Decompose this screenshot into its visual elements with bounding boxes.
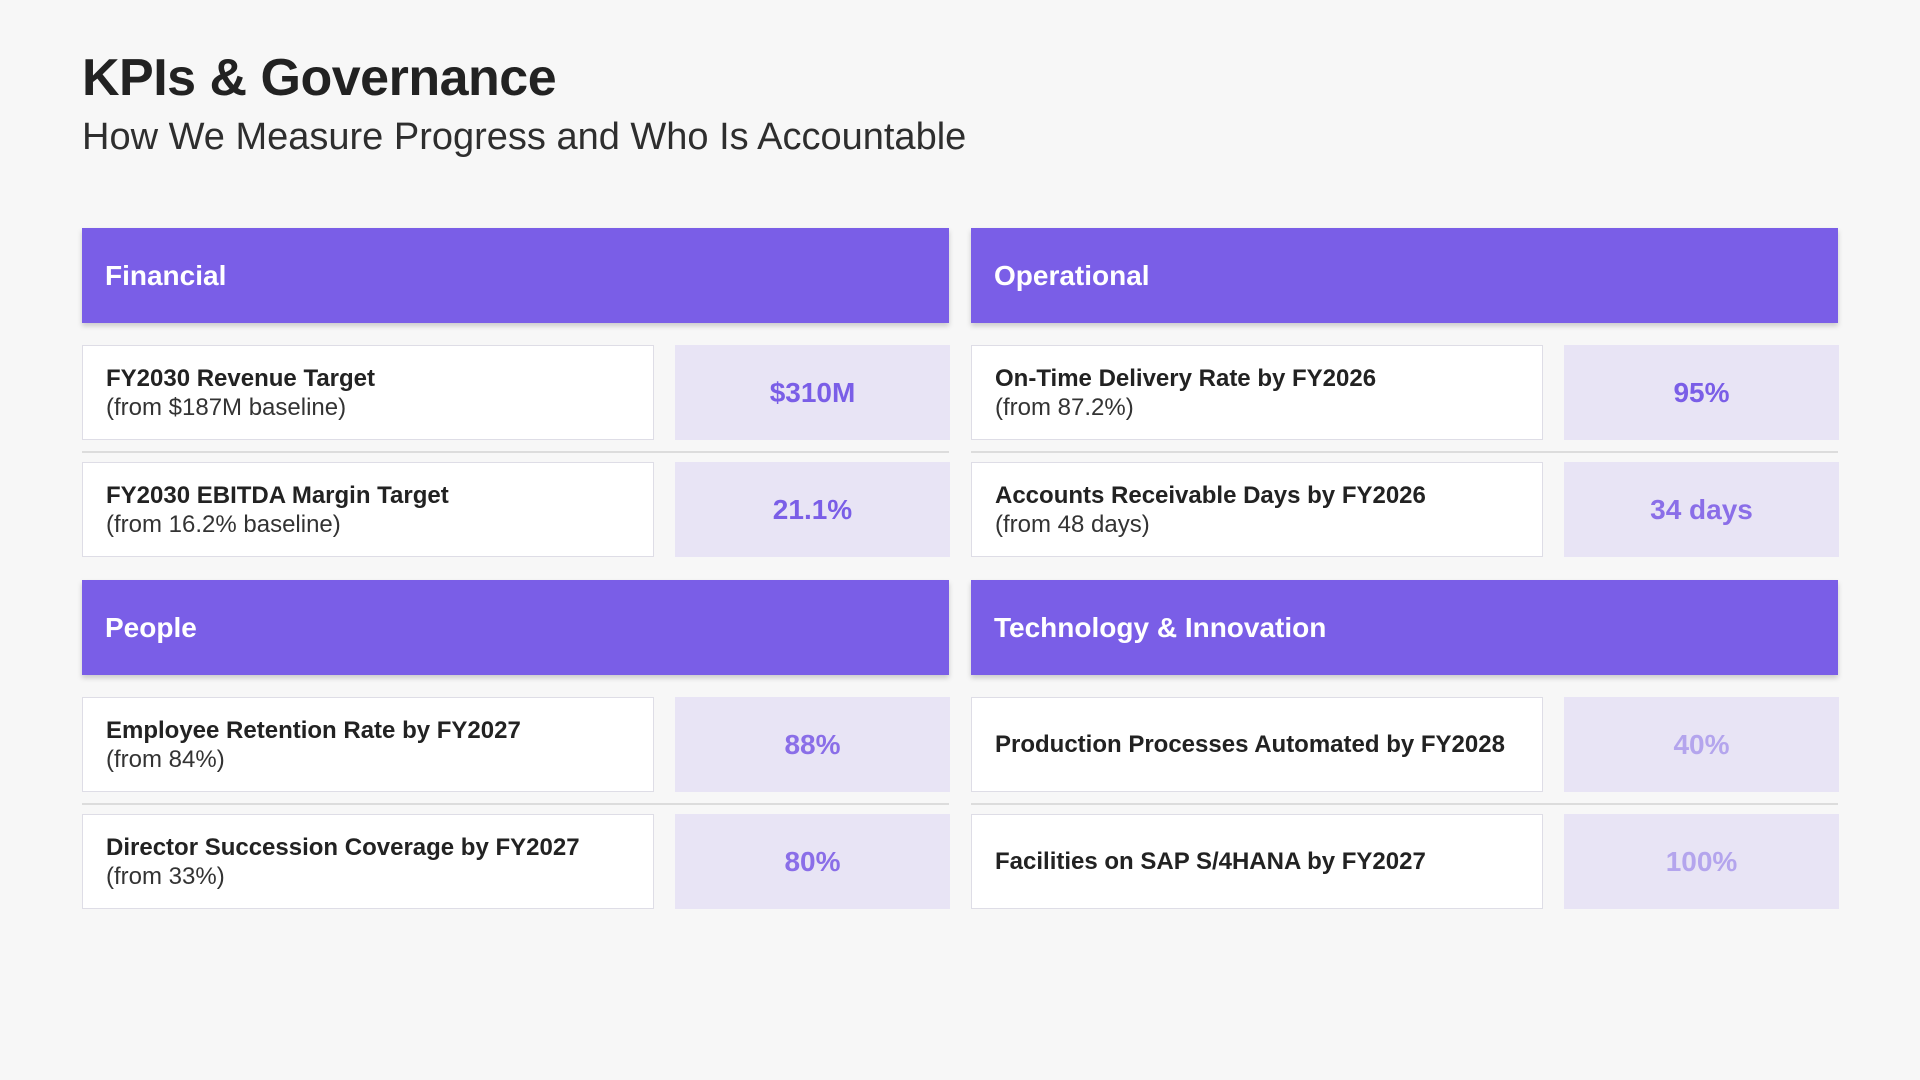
section-header-technology: Technology & Innovation (971, 580, 1838, 675)
kpi-label-box: Employee Retention Rate by FY2027 (from … (82, 697, 654, 792)
row-divider (971, 803, 1838, 805)
row-divider (82, 451, 949, 453)
section-header-people: People (82, 580, 949, 675)
kpi-label-box: FY2030 EBITDA Margin Target (from 16.2% … (82, 462, 654, 557)
kpi-baseline: (from 48 days) (995, 510, 1150, 538)
kpi-value: 100% (1564, 814, 1839, 909)
kpi-label-box: Production Processes Automated by FY2028 (971, 697, 1543, 792)
kpi-label: Employee Retention Rate by FY2027 (106, 716, 521, 744)
kpi-value: 88% (675, 697, 950, 792)
slide-title: KPIs & Governance (82, 49, 557, 107)
row-divider (82, 803, 949, 805)
kpi-value: 40% (1564, 697, 1839, 792)
section-header-financial: Financial (82, 228, 949, 323)
kpi-label-box: FY2030 Revenue Target (from $187M baseli… (82, 345, 654, 440)
section-header-operational: Operational (971, 228, 1838, 323)
kpi-baseline: (from $187M baseline) (106, 393, 347, 421)
kpi-label-box: Facilities on SAP S/4HANA by FY2027 (971, 814, 1543, 909)
kpi-baseline: (from 33%) (106, 862, 225, 890)
kpi-label-box: On-Time Delivery Rate by FY2026 (from 87… (971, 345, 1543, 440)
kpi-label-box: Director Succession Coverage by FY2027 (… (82, 814, 654, 909)
kpi-label: Accounts Receivable Days by FY2026 (995, 481, 1426, 509)
kpi-value: $310M (675, 345, 950, 440)
kpi-label-box: Accounts Receivable Days by FY2026 (from… (971, 462, 1543, 557)
row-divider (971, 451, 1838, 453)
kpi-label: Production Processes Automated by FY2028 (995, 731, 1505, 758)
kpi-baseline: (from 16.2% baseline) (106, 510, 341, 538)
kpi-value: 34 days (1564, 462, 1839, 557)
kpi-label: On-Time Delivery Rate by FY2026 (995, 364, 1377, 392)
kpi-value: 95% (1564, 345, 1839, 440)
kpi-value: 80% (675, 814, 950, 909)
kpi-label: FY2030 Revenue Target (106, 364, 376, 392)
kpi-label: FY2030 EBITDA Margin Target (106, 481, 449, 509)
kpi-label: Facilities on SAP S/4HANA by FY2027 (995, 848, 1426, 875)
kpi-baseline: (from 84%) (106, 745, 225, 773)
kpi-value: 21.1% (675, 462, 950, 557)
kpi-baseline: (from 87.2%) (995, 393, 1134, 421)
slide-subtitle: How We Measure Progress and Who Is Accou… (82, 116, 967, 158)
kpi-label: Director Succession Coverage by FY2027 (106, 833, 580, 861)
